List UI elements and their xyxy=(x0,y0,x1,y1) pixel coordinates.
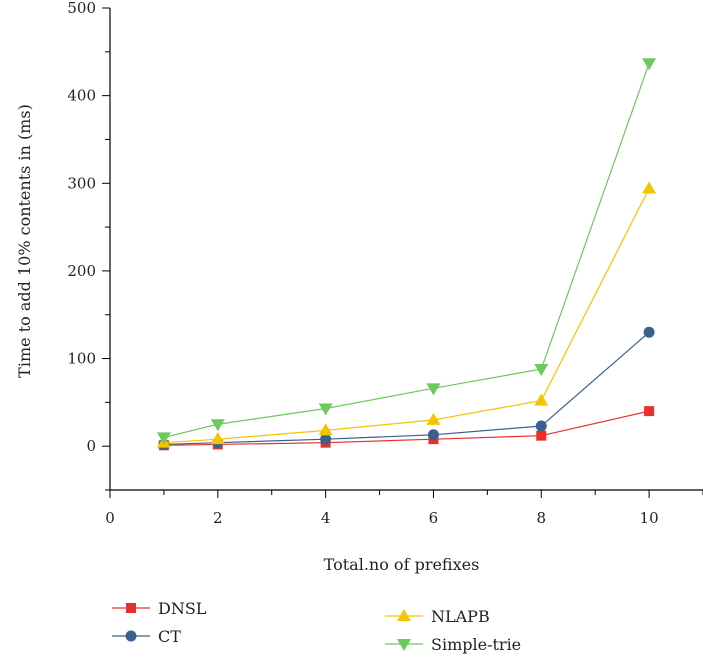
y-tick-label: 0 xyxy=(86,437,96,455)
x-tick-label: 8 xyxy=(536,509,546,527)
legend-item: CT xyxy=(112,627,181,646)
legend-label: NLAPB xyxy=(431,607,490,626)
legend-label: Simple-trie xyxy=(431,635,521,654)
series-simple-trie xyxy=(156,58,657,445)
series-line xyxy=(163,63,650,439)
y-axis-label: Time to add 10% contents in (ms) xyxy=(15,104,34,378)
data-point xyxy=(642,181,657,194)
data-point xyxy=(536,430,547,441)
data-point xyxy=(156,432,171,445)
plot-area xyxy=(156,58,657,451)
x-tick-label: 0 xyxy=(105,509,115,527)
data-point xyxy=(426,412,441,425)
y-tick-label: 400 xyxy=(67,87,96,105)
data-point xyxy=(210,432,225,445)
data-point xyxy=(534,364,549,377)
series-line xyxy=(163,188,650,444)
series-nlapb xyxy=(156,181,657,448)
legend-item: Simple-trie xyxy=(385,635,521,654)
x-tick-label: 10 xyxy=(640,509,659,527)
data-point xyxy=(318,423,333,436)
x-tick-label: 4 xyxy=(321,509,331,527)
data-point xyxy=(534,393,549,406)
legend-marker xyxy=(397,639,411,651)
data-point xyxy=(642,58,657,71)
legend-marker xyxy=(397,609,411,621)
y-tick-label: 300 xyxy=(67,174,96,192)
data-point xyxy=(320,433,332,445)
data-point xyxy=(318,403,333,416)
legend: DNSL CT NLAPB Simple-trie xyxy=(112,599,521,654)
legend-marker xyxy=(125,630,137,642)
series-dnsl xyxy=(158,406,655,451)
y-tick-label: 500 xyxy=(67,0,96,17)
legend-label: CT xyxy=(158,627,181,646)
x-tick-label: 2 xyxy=(213,509,223,527)
legend-label: DNSL xyxy=(158,599,207,618)
data-point xyxy=(644,406,655,417)
data-point xyxy=(210,419,225,432)
series-line xyxy=(163,331,650,446)
data-point xyxy=(427,429,439,441)
x-axis-label: Total.no of prefixes xyxy=(324,555,480,574)
data-point xyxy=(643,326,655,338)
x-tick-label: 6 xyxy=(429,509,439,527)
series-ct xyxy=(158,326,655,450)
y-tick-label: 100 xyxy=(67,350,96,368)
legend-marker xyxy=(126,603,136,613)
y-tick-label: 200 xyxy=(67,262,96,280)
data-point xyxy=(426,383,441,396)
series-line xyxy=(163,410,650,446)
legend-item: DNSL xyxy=(112,599,207,618)
data-point xyxy=(535,420,547,432)
legend-item: NLAPB xyxy=(385,607,490,626)
